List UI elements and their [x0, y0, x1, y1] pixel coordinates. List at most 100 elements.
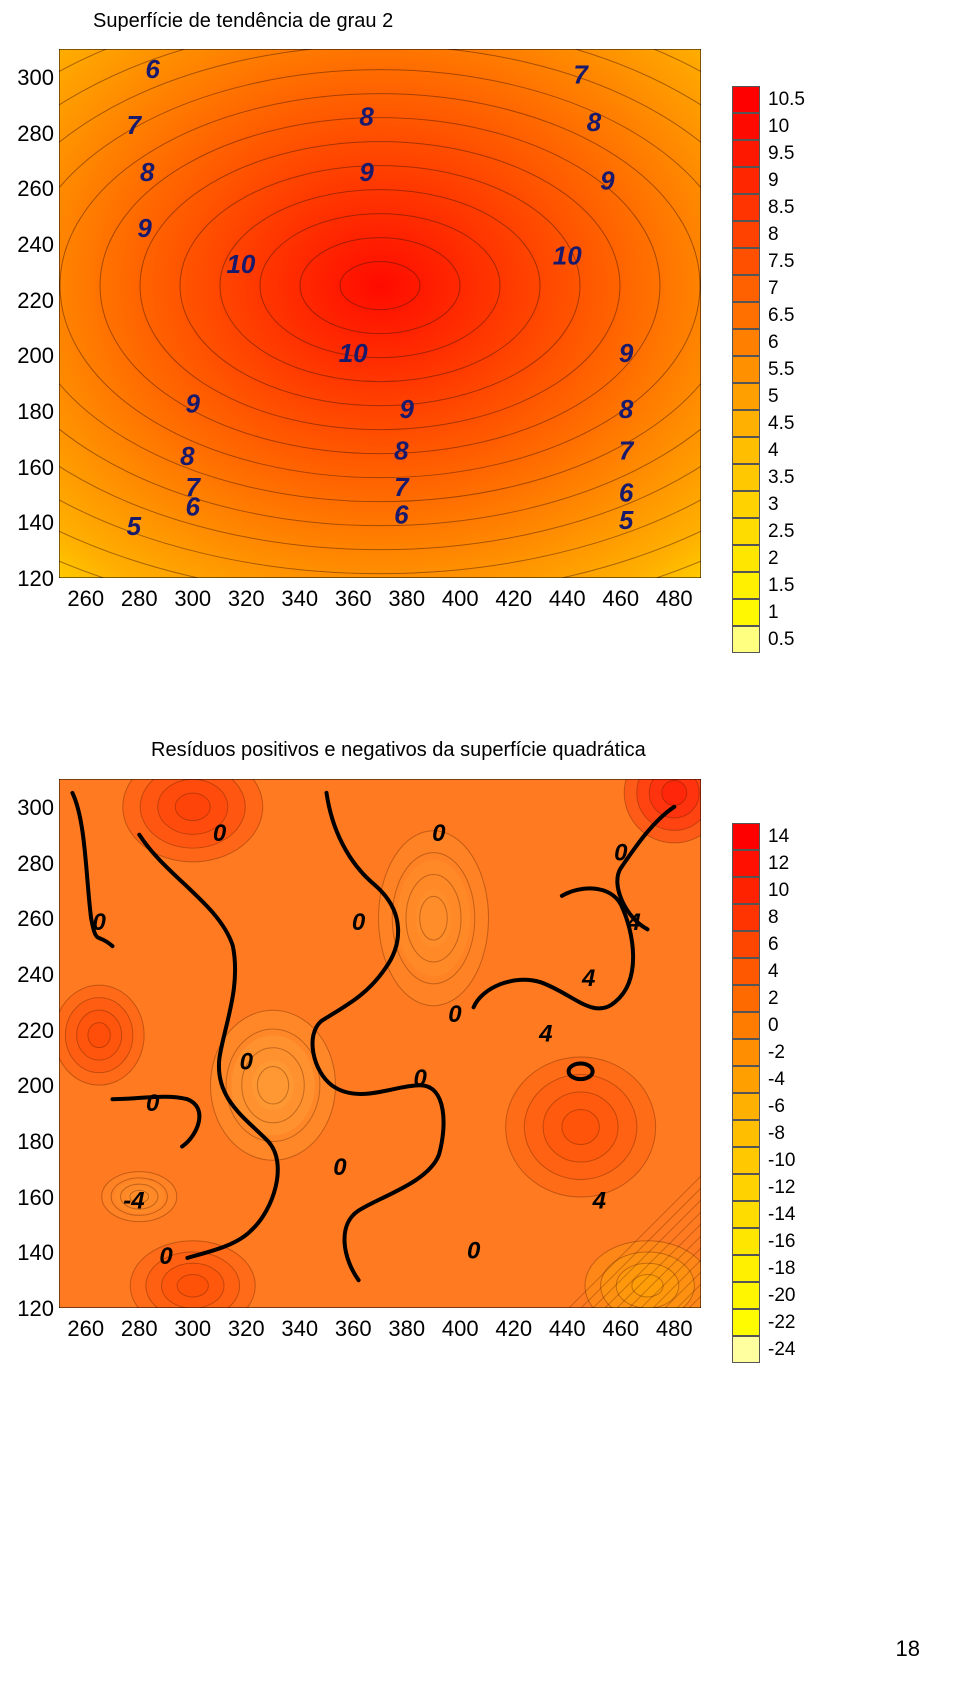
- page-container: Superfície de tendência de grau 2 678910…: [0, 0, 960, 1682]
- x-tick-label: 420: [494, 586, 534, 612]
- svg-text:0: 0: [413, 1065, 427, 1092]
- x-tick-label: 260: [66, 1316, 106, 1342]
- y-tick-label: 180: [9, 1129, 54, 1155]
- y-tick-label: 120: [9, 566, 54, 592]
- legend-item: 10: [732, 877, 795, 904]
- legend-swatch: [732, 1255, 760, 1282]
- legend-item: 2.5: [732, 518, 805, 545]
- legend-value: -2: [768, 1042, 785, 1064]
- x-tick-label: 460: [601, 1316, 641, 1342]
- legend-item: -20: [732, 1282, 795, 1309]
- y-tick-label: 220: [9, 288, 54, 314]
- legend-item: 14: [732, 823, 795, 850]
- legend-value: -12: [768, 1177, 795, 1199]
- legend-item: -22: [732, 1309, 795, 1336]
- legend-swatch: [732, 1174, 760, 1201]
- svg-text:8: 8: [394, 436, 409, 466]
- y-tick-label: 120: [9, 1296, 54, 1322]
- svg-text:6: 6: [394, 500, 409, 530]
- legend-item: -8: [732, 1120, 795, 1147]
- legend-item: 0.5: [732, 626, 805, 653]
- legend-swatch: [732, 302, 760, 329]
- svg-text:8: 8: [587, 107, 602, 137]
- x-tick-label: 260: [66, 586, 106, 612]
- legend-swatch: [732, 904, 760, 931]
- x-tick-label: 340: [280, 586, 320, 612]
- legend-value: 7.5: [768, 251, 794, 273]
- legend-item: 6: [732, 329, 805, 356]
- legend-value: -16: [768, 1231, 795, 1253]
- legend-item: 9: [732, 167, 805, 194]
- legend-swatch: [732, 1120, 760, 1147]
- legend-swatch: [732, 1336, 760, 1363]
- legend-value: -4: [768, 1069, 785, 1091]
- legend-swatch: [732, 1039, 760, 1066]
- legend-swatch: [732, 877, 760, 904]
- legend-item: 2: [732, 545, 805, 572]
- legend-swatch: [732, 194, 760, 221]
- svg-text:8: 8: [619, 394, 634, 424]
- legend-swatch: [732, 599, 760, 626]
- svg-text:5: 5: [127, 511, 142, 541]
- legend-swatch: [732, 113, 760, 140]
- y-tick-label: 200: [9, 343, 54, 369]
- y-tick-label: 300: [9, 795, 54, 821]
- legend-swatch: [732, 1201, 760, 1228]
- legend-value: 8.5: [768, 197, 794, 219]
- legend-value: -14: [768, 1204, 795, 1226]
- y-tick-label: 280: [9, 121, 54, 147]
- legend-swatch: [732, 1147, 760, 1174]
- legend-value: 5: [768, 386, 779, 408]
- legend-value: 14: [768, 826, 789, 848]
- legend-item: -12: [732, 1174, 795, 1201]
- svg-text:8: 8: [359, 101, 374, 131]
- legend-value: 6: [768, 332, 779, 354]
- svg-text:0: 0: [614, 840, 628, 867]
- legend-item: 6.5: [732, 302, 805, 329]
- svg-text:0: 0: [213, 820, 227, 847]
- legend-swatch: [732, 491, 760, 518]
- legend-value: 10.5: [768, 89, 805, 111]
- svg-text:8: 8: [140, 157, 155, 187]
- svg-text:9: 9: [359, 157, 374, 187]
- svg-text:0: 0: [92, 909, 106, 936]
- x-tick-label: 300: [173, 586, 213, 612]
- chart1-title: Superfície de tendência de grau 2: [93, 10, 393, 33]
- y-tick-label: 260: [9, 176, 54, 202]
- x-tick-label: 320: [226, 1316, 266, 1342]
- chart1-legend: 10.5109.598.587.576.565.554.543.532.521.…: [732, 86, 805, 653]
- svg-text:9: 9: [619, 338, 634, 368]
- x-tick-label: 440: [547, 586, 587, 612]
- svg-text:10: 10: [339, 338, 368, 368]
- legend-swatch: [732, 545, 760, 572]
- svg-text:0: 0: [467, 1238, 481, 1265]
- legend-item: 4: [732, 958, 795, 985]
- legend-item: 4: [732, 437, 805, 464]
- y-tick-label: 280: [9, 851, 54, 877]
- legend-item: 7: [732, 275, 805, 302]
- legend-item: -18: [732, 1255, 795, 1282]
- legend-item: 1: [732, 599, 805, 626]
- legend-swatch: [732, 1228, 760, 1255]
- legend-value: 1.5: [768, 575, 794, 597]
- svg-text:6: 6: [619, 477, 634, 507]
- y-tick-label: 180: [9, 399, 54, 425]
- svg-text:7: 7: [619, 436, 635, 466]
- legend-swatch: [732, 572, 760, 599]
- y-tick-label: 260: [9, 906, 54, 932]
- legend-value: 8: [768, 224, 779, 246]
- legend-value: 10: [768, 880, 789, 902]
- legend-item: -2: [732, 1039, 795, 1066]
- x-tick-label: 340: [280, 1316, 320, 1342]
- legend-value: 6: [768, 934, 779, 956]
- legend-item: 8.5: [732, 194, 805, 221]
- svg-text:9: 9: [400, 394, 415, 424]
- legend-swatch: [732, 437, 760, 464]
- legend-swatch: [732, 1093, 760, 1120]
- y-tick-label: 300: [9, 65, 54, 91]
- legend-item: 12: [732, 850, 795, 877]
- y-tick-label: 140: [9, 510, 54, 536]
- svg-text:8: 8: [180, 441, 195, 471]
- legend-value: 10: [768, 116, 789, 138]
- legend-item: -16: [732, 1228, 795, 1255]
